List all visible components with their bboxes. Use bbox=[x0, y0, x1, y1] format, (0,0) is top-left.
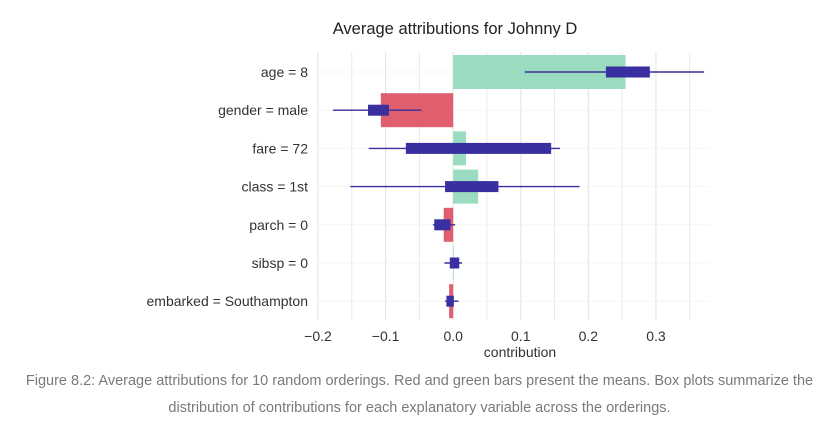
x-axis-tick-labels: −0.2 −0.1 0.0 0.1 0.2 0.3 bbox=[304, 328, 666, 344]
boxplot-box bbox=[605, 66, 650, 78]
boxplot-box bbox=[434, 219, 451, 231]
boxplot-box bbox=[445, 181, 499, 193]
y-axis-labels: age = 8 gender = male fare = 72 class = 1st… bbox=[147, 64, 309, 309]
x-tick-label: 0.3 bbox=[646, 328, 666, 344]
y-axis-label: gender = male bbox=[218, 102, 308, 118]
boxplot-box bbox=[405, 142, 552, 154]
x-tick-label: 0.0 bbox=[443, 328, 463, 344]
x-tick-label: −0.2 bbox=[304, 328, 332, 344]
x-tick-label: −0.1 bbox=[372, 328, 400, 344]
boxplots bbox=[332, 66, 704, 307]
chart-title: Average attributions for Johnny D bbox=[333, 20, 578, 38]
boxplot-box bbox=[368, 104, 389, 116]
y-axis-label: fare = 72 bbox=[252, 140, 308, 156]
y-axis-label: parch = 0 bbox=[249, 217, 308, 233]
y-axis-label: age = 8 bbox=[261, 64, 308, 80]
attribution-chart: Average attributions for Johnny D age = … bbox=[147, 20, 710, 360]
figure-caption: Figure 8.2: Average attributions for 10 … bbox=[25, 373, 814, 416]
x-tick-label: 0.2 bbox=[579, 328, 599, 344]
y-axis-label: embarked = Southampton bbox=[147, 293, 309, 309]
x-tick-label: 0.1 bbox=[511, 328, 531, 344]
x-axis-label: contribution bbox=[484, 344, 556, 360]
boxplot-box bbox=[446, 295, 454, 307]
y-axis-label: sibsp = 0 bbox=[252, 255, 309, 271]
y-axis-label: class = 1st bbox=[241, 179, 308, 195]
boxplot-box bbox=[449, 257, 460, 269]
